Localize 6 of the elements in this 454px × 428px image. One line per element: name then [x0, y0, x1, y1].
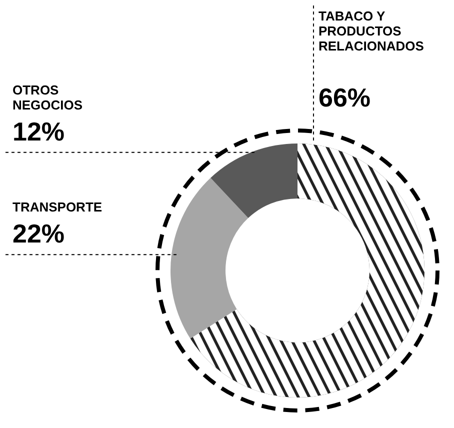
slice-label: TABACO Y PRODUCTOS RELACIONADOS — [318, 8, 424, 54]
slice-label: TRANSPORTE — [12, 200, 102, 215]
data-label: 12% — [12, 116, 65, 146]
data-label: 66% — [318, 82, 371, 112]
data-label: 22% — [12, 218, 65, 249]
slice-label: OTROS NEGOCIOS — [12, 82, 83, 112]
